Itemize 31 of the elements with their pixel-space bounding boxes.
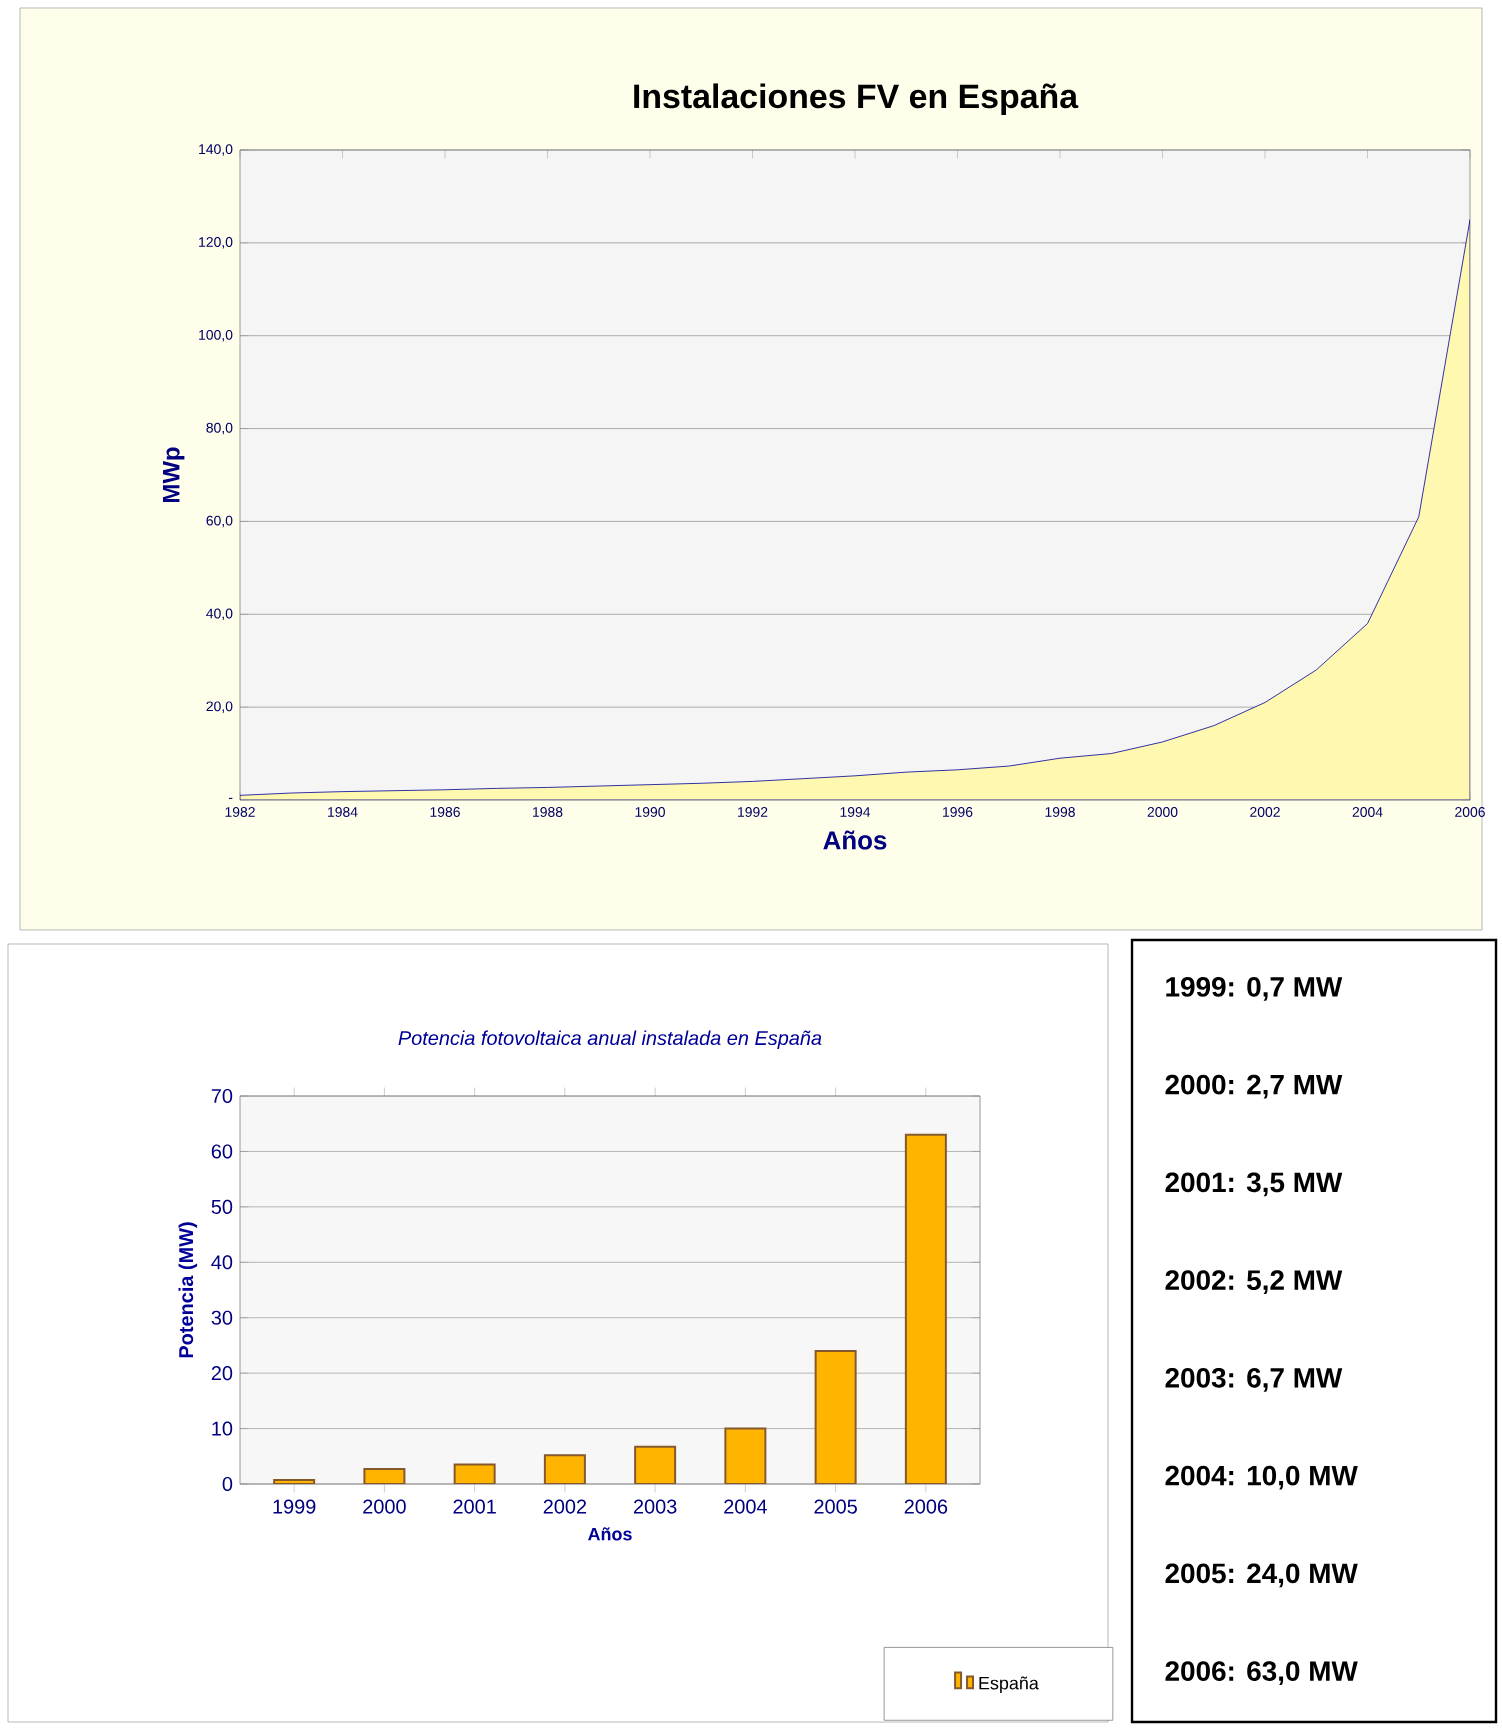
text: 2003: 6,7 MW: [1165, 1367, 1343, 1392]
text: 2001: 3,5 MW: [1165, 1172, 1343, 1197]
x-tick-label: 2001: [453, 1499, 496, 1514]
y-tick-label: 60: [211, 1144, 233, 1159]
x-axis-title: Años: [823, 830, 887, 850]
x-tick-label: 2000: [363, 1499, 406, 1514]
y-axis-title: MWp: [162, 447, 185, 502]
y-tick-label: 70: [211, 1088, 233, 1104]
chart-title: Instalaciones FV en España: [634, 83, 1079, 115]
text: 2005: 24,0 MW: [1165, 1563, 1358, 1588]
y-tick-label: 0: [222, 1476, 233, 1492]
x-tick-label: 2002: [543, 1499, 587, 1514]
text: 2002: 5,2 MW: [1165, 1270, 1343, 1295]
text: 1999: 0,7 MW: [1166, 976, 1343, 1001]
text: 2004: 10,0 MW: [1165, 1465, 1358, 1490]
y-tick-label: 30: [211, 1310, 233, 1325]
x-tick-label: 2005: [814, 1499, 857, 1514]
text: 2000: 2,7 MW: [1165, 1074, 1343, 1099]
y-tick-label: 50: [211, 1199, 233, 1214]
text: 2006: 63,0 MW: [1165, 1661, 1358, 1686]
y-axis-title: Potencia (MW): [178, 1222, 198, 1358]
chart-title: Potencia fotovoltaica anual instalada en España: [398, 1030, 822, 1050]
x-tick-label: 2004: [724, 1499, 767, 1514]
y-tick-label: 10: [212, 1421, 233, 1436]
x-tick-label: 1999: [273, 1499, 316, 1514]
y-tick-label: 20: [211, 1366, 233, 1381]
legend-label: España: [979, 1676, 1039, 1694]
x-axis-title: Años: [588, 1527, 632, 1541]
x-tick-label: 2006: [904, 1499, 948, 1514]
x-tick-label: 2003: [633, 1499, 677, 1514]
y-tick-label: 40: [211, 1255, 233, 1270]
